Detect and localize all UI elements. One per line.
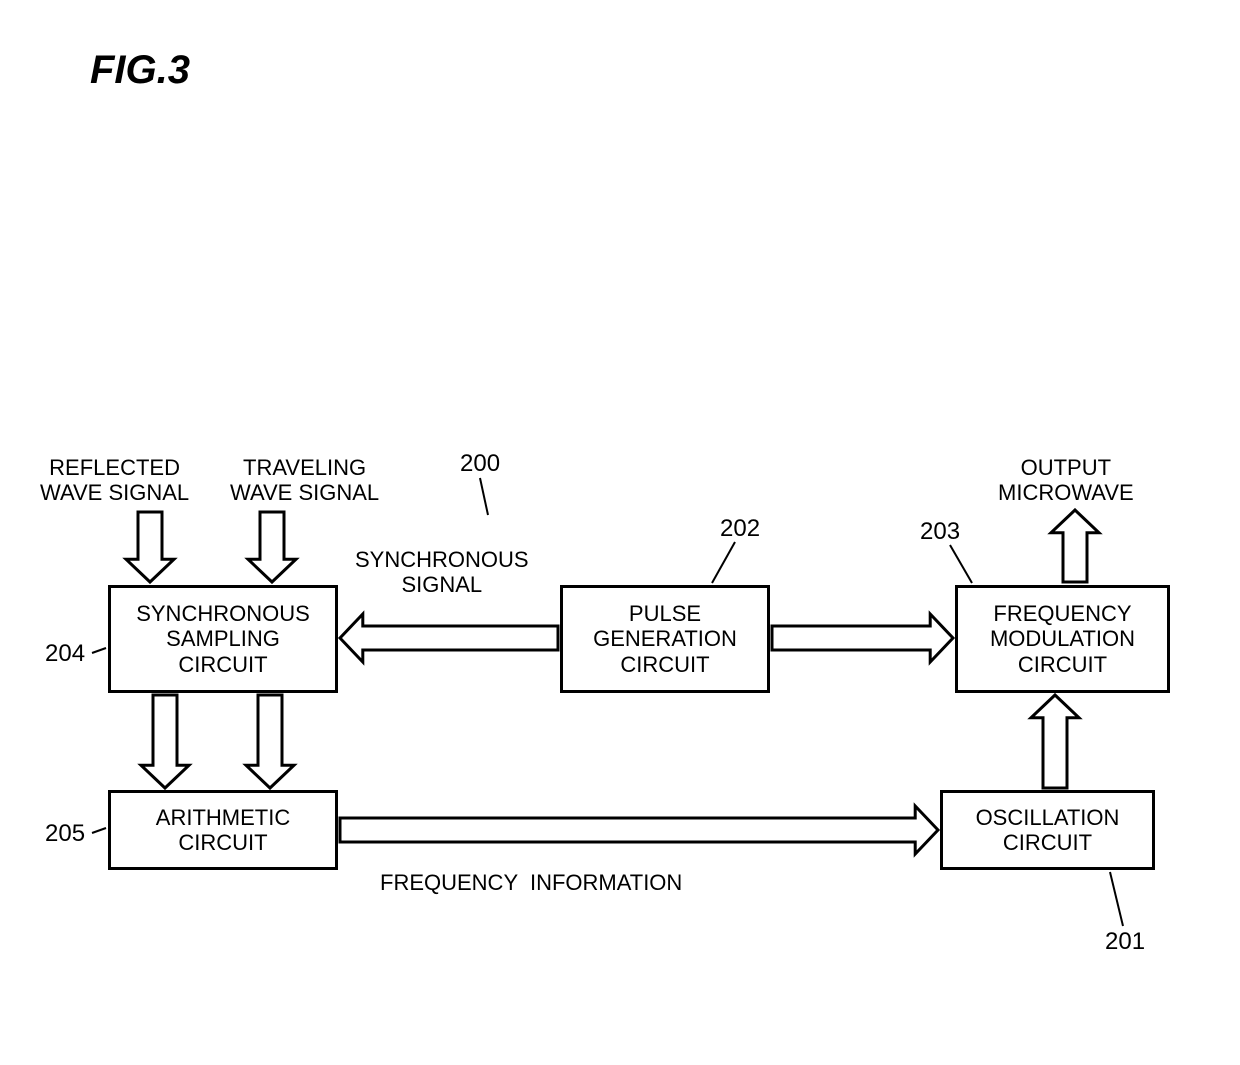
- box-arithmetic: ARITHMETIC CIRCUIT: [108, 790, 338, 870]
- ref-201: 201: [1105, 928, 1145, 956]
- ref-204: 204: [45, 640, 85, 668]
- label-output-mw: OUTPUT MICROWAVE: [998, 455, 1134, 506]
- box-freq-mod: FREQUENCY MODULATION CIRCUIT: [955, 585, 1170, 693]
- label-traveling: TRAVELING WAVE SIGNAL: [230, 455, 379, 506]
- box-oscillation: OSCILLATION CIRCUIT: [940, 790, 1155, 870]
- arrow-overlay: [0, 0, 1240, 1065]
- box-pulse-gen: PULSE GENERATION CIRCUIT: [560, 585, 770, 693]
- ref-205: 205: [45, 820, 85, 848]
- box-sync-sampling: SYNCHRONOUS SAMPLING CIRCUIT: [108, 585, 338, 693]
- ref-203: 203: [920, 518, 960, 546]
- label-sync-signal: SYNCHRONOUS SIGNAL: [355, 547, 529, 598]
- label-reflected: REFLECTED WAVE SIGNAL: [40, 455, 189, 506]
- ref-202: 202: [720, 515, 760, 543]
- label-freq-info: FREQUENCY INFORMATION: [380, 870, 682, 895]
- ref-200: 200: [460, 450, 500, 478]
- figure-title: FIG.3: [90, 48, 190, 93]
- diagram-canvas: FIG.3 SYNCHRONOUS SAMPLING CIRCUIT PULSE…: [0, 0, 1240, 1065]
